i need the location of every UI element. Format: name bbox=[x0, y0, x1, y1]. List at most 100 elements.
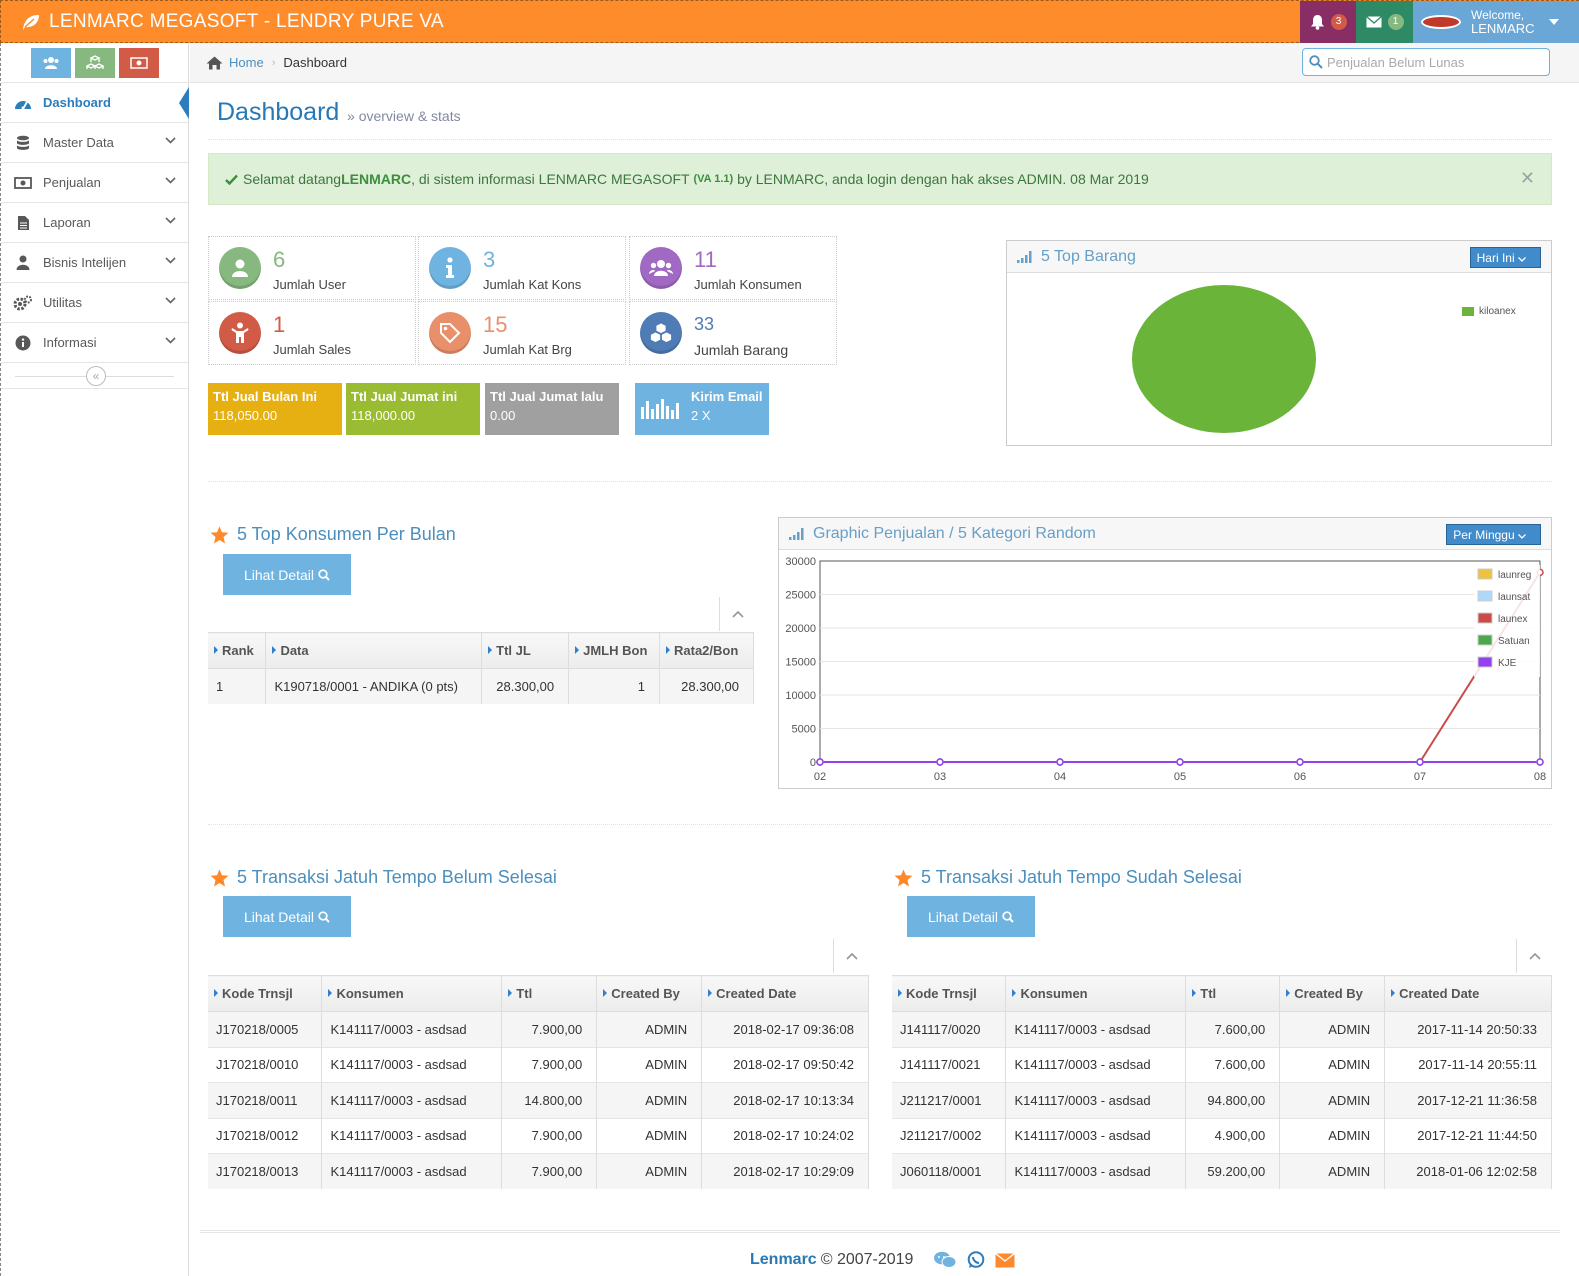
cell-created-date: 2018-02-17 10:24:02 bbox=[701, 1117, 869, 1154]
cell-kode: J141117/0020 bbox=[892, 1011, 1007, 1047]
table-collapse-button[interactable] bbox=[1516, 939, 1552, 973]
table-collapse-button[interactable] bbox=[719, 597, 755, 631]
close-icon[interactable]: ✕ bbox=[1519, 168, 1535, 188]
column-header[interactable]: Rata2/Bon bbox=[659, 632, 754, 669]
column-header[interactable]: Rank bbox=[208, 632, 267, 669]
table-row[interactable]: J141117/0020 K141117/0003 - asdsad 7.600,0… bbox=[892, 1011, 1552, 1047]
table-row[interactable]: J141117/0021 K141117/0003 - asdsad 7.600,0… bbox=[892, 1046, 1552, 1083]
home-icon bbox=[206, 56, 223, 69]
stat-jumlah-barang[interactable]: 33 Jumlah Barang bbox=[629, 301, 837, 365]
whatsapp-icon[interactable] bbox=[967, 1251, 985, 1269]
shortcut-users-button[interactable] bbox=[31, 47, 71, 78]
data-point-kje bbox=[1296, 758, 1304, 766]
table-row[interactable]: J170218/0013 K141117/0003 - asdsad 7.900,0… bbox=[208, 1153, 869, 1189]
chevron-up-icon bbox=[731, 610, 744, 618]
brand[interactable]: LENMARC MEGASOFT - LENDRY PURE VA bbox=[21, 1, 444, 43]
legend-label: launsat bbox=[1498, 592, 1530, 603]
footer: Lenmarc © 2007-2019 bbox=[200, 1230, 1560, 1276]
stat-jumlah-kat-brg[interactable]: 15 Jumlah Kat Brg bbox=[418, 301, 626, 365]
messages-badge: 1 bbox=[1387, 14, 1404, 30]
sidebar-collapse-button[interactable]: « bbox=[86, 366, 106, 386]
stat-jumlah-kat-kons[interactable]: 3 Jumlah Kat Kons bbox=[418, 236, 626, 300]
sidebar-item-utilitas[interactable]: Utilitas bbox=[1, 283, 188, 323]
tile-title: Ttl Jual Jumat ini bbox=[351, 389, 458, 404]
welcome-text: Welcome, LENMARC bbox=[1471, 8, 1535, 36]
column-header[interactable]: Ttl bbox=[501, 975, 598, 1012]
table-row[interactable]: J211217/0002 K141117/0003 - asdsad 4.900,0… bbox=[892, 1117, 1552, 1154]
table-row[interactable]: J170218/0010 K141117/0003 - asdsad 7.900,0… bbox=[208, 1046, 869, 1083]
notifications-button[interactable]: 3 bbox=[1300, 1, 1356, 43]
shortcut-products-button[interactable] bbox=[75, 47, 115, 78]
stat-jumlah-sales[interactable]: 1 Jumlah Sales bbox=[208, 301, 416, 365]
cell-ttl: 7.900,00 bbox=[501, 1117, 598, 1154]
signal-icon bbox=[1017, 250, 1032, 263]
chevron-up-icon bbox=[1528, 952, 1541, 960]
search-input[interactable]: Penjualan Belum Lunas bbox=[1302, 48, 1550, 76]
table-row[interactable]: J170218/0012 K141117/0003 - asdsad 7.900,0… bbox=[208, 1117, 869, 1154]
column-header[interactable]: Created By bbox=[596, 975, 703, 1012]
money-icon bbox=[130, 56, 148, 69]
stat-jumlah-konsumen[interactable]: 11 Jumlah Konsumen bbox=[629, 236, 837, 300]
cell-created-by: ADMIN bbox=[1279, 1011, 1386, 1047]
column-header[interactable]: Kode Trnsjl bbox=[208, 975, 323, 1012]
tile-ttl-jual-bulan-ini[interactable]: Ttl Jual Bulan Ini 118,050.00 bbox=[208, 383, 342, 435]
stat-jumlah-user[interactable]: 6 Jumlah User bbox=[208, 236, 416, 300]
column-header[interactable]: JMLH Bon bbox=[568, 632, 660, 669]
period-dropdown[interactable]: Per Minggu bbox=[1446, 524, 1541, 545]
sidebar-item-master-data[interactable]: Master Data bbox=[1, 123, 188, 163]
data-point-kje bbox=[1416, 758, 1424, 766]
chevron-down-icon bbox=[165, 177, 176, 184]
star-icon bbox=[210, 526, 229, 543]
tile-ttl-jual-jumat-lalu[interactable]: Ttl Jual Jumat lalu 0.00 bbox=[485, 383, 619, 435]
period-dropdown[interactable]: Hari Ini bbox=[1469, 247, 1541, 268]
messages-button[interactable]: 1 bbox=[1356, 1, 1413, 43]
table-row[interactable]: J170218/0005 K141117/0003 - asdsad 7.900,0… bbox=[208, 1011, 869, 1047]
sidebar-item-informasi[interactable]: Informasi bbox=[1, 323, 188, 363]
y-tick-label: 10000 bbox=[785, 690, 816, 702]
sidebar-item-penjualan[interactable]: Penjualan bbox=[1, 163, 188, 203]
sidebar-item-laporan[interactable]: Laporan bbox=[1, 203, 188, 243]
cell-konsumen: K141117/0003 - asdsad bbox=[1005, 1011, 1187, 1047]
table-row[interactable]: J211217/0001 K141117/0003 - asdsad 94.800,… bbox=[892, 1082, 1552, 1118]
welcome-alert: Selamat datang LENMARC, di sistem inform… bbox=[208, 153, 1552, 205]
file-icon bbox=[13, 214, 33, 232]
column-header[interactable]: Created Date bbox=[1384, 975, 1552, 1012]
column-header[interactable]: Konsumen bbox=[321, 975, 503, 1012]
column-header[interactable]: Created By bbox=[1279, 975, 1386, 1012]
envelope-icon[interactable] bbox=[995, 1252, 1016, 1268]
user-menu[interactable]: Welcome, LENMARC bbox=[1413, 1, 1579, 43]
data-point-kje bbox=[1056, 758, 1064, 766]
shortcut-sales-button[interactable] bbox=[119, 47, 159, 78]
cell-kode: J060118/0001 bbox=[892, 1153, 1007, 1189]
table-row[interactable]: J170218/0011 K141117/0003 - asdsad 14.800,… bbox=[208, 1082, 869, 1118]
table-row[interactable]: J060118/0001 K141117/0003 - asdsad 59.200,… bbox=[892, 1153, 1552, 1189]
tachometer-icon bbox=[13, 94, 33, 112]
tile-value: 0.00 bbox=[490, 408, 516, 423]
column-header[interactable]: Ttl JL bbox=[481, 632, 570, 669]
cell-konsumen: K141117/0003 - asdsad bbox=[1005, 1117, 1187, 1154]
lihat-detail-button[interactable]: Lihat Detail bbox=[223, 896, 351, 937]
sidebar-item-bisnis-intelijen[interactable]: Bisnis Intelijen bbox=[1, 243, 188, 283]
tile-ttl-jual-jumat-ini[interactable]: Ttl Jual Jumat ini 118,000.00 bbox=[346, 383, 480, 435]
avatar bbox=[1421, 15, 1461, 29]
top-barang-widget: 5 Top Barang Hari Ini kiloanex bbox=[1006, 240, 1552, 446]
database-icon bbox=[13, 134, 33, 152]
column-header[interactable]: Data bbox=[265, 632, 483, 669]
table-collapse-button[interactable] bbox=[833, 939, 869, 973]
column-header[interactable]: Kode Trnsjl bbox=[892, 975, 1007, 1012]
column-header[interactable]: Ttl bbox=[1185, 975, 1281, 1012]
sidebar-item-label: Bisnis Intelijen bbox=[43, 255, 127, 270]
tile-kirim-email[interactable]: Kirim Email 2 X bbox=[635, 383, 769, 435]
cell-ttl: 94.800,00 bbox=[1185, 1082, 1281, 1118]
chevron-down-icon bbox=[165, 337, 176, 344]
column-header[interactable]: Created Date bbox=[701, 975, 869, 1012]
column-header[interactable]: Konsumen bbox=[1005, 975, 1187, 1012]
user-icon bbox=[219, 247, 261, 289]
y-tick-label: 20000 bbox=[785, 623, 816, 635]
breadcrumb-home-link[interactable]: Home bbox=[229, 55, 264, 70]
sidebar-item-dashboard[interactable]: Dashboard bbox=[1, 83, 189, 123]
wechat-icon[interactable] bbox=[933, 1251, 957, 1269]
lihat-detail-button[interactable]: Lihat Detail bbox=[223, 554, 351, 595]
divider bbox=[208, 824, 1552, 825]
lihat-detail-button[interactable]: Lihat Detail bbox=[907, 896, 1035, 937]
